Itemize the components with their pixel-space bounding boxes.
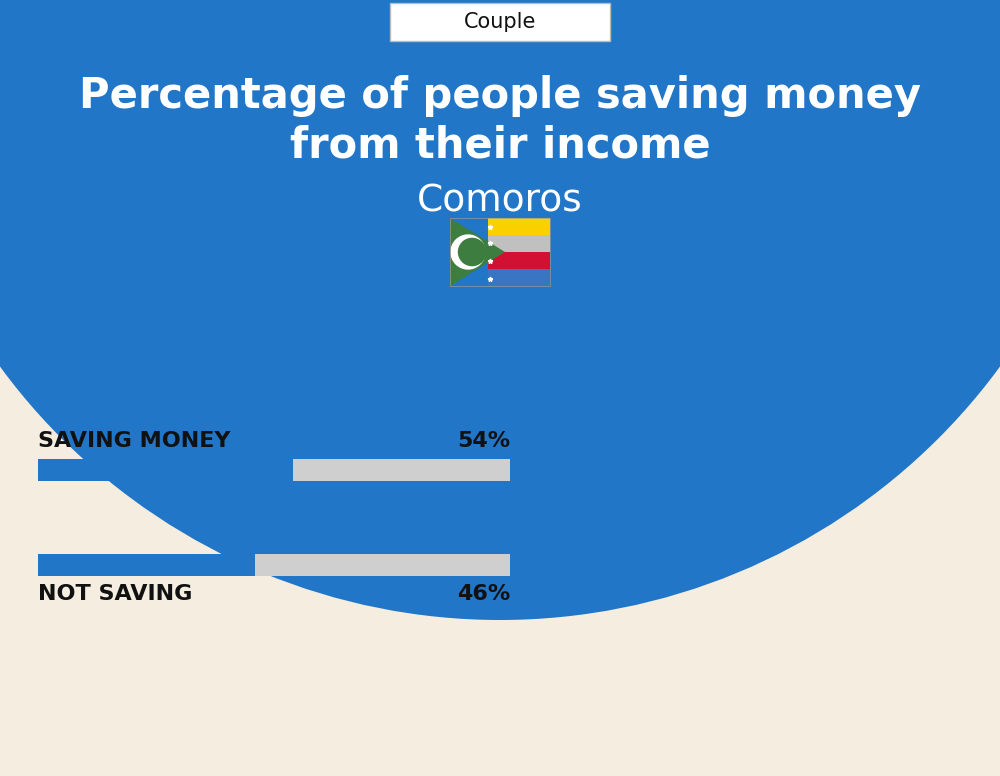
FancyBboxPatch shape [390,3,610,41]
Text: Comoros: Comoros [417,183,583,219]
Text: 54%: 54% [457,431,510,451]
Bar [38,554,510,576]
Text: Percentage of people saving money: Percentage of people saving money [79,75,921,117]
Text: from their income: from their income [290,125,710,167]
Circle shape [450,234,486,270]
Text: SAVING MONEY: SAVING MONEY [38,431,230,451]
Text: NOT SAVING: NOT SAVING [38,584,192,604]
Bar [488,252,550,269]
Bar [38,459,510,481]
Bar [38,459,293,481]
Bar [38,554,255,576]
Text: Couple: Couple [464,12,536,32]
Text: 46%: 46% [457,584,510,604]
Polygon shape [450,218,505,286]
Bar [488,218,550,235]
Bar [488,269,550,286]
Bar [488,235,550,252]
Circle shape [458,237,486,266]
Circle shape [0,0,1000,620]
Bar [450,218,550,286]
